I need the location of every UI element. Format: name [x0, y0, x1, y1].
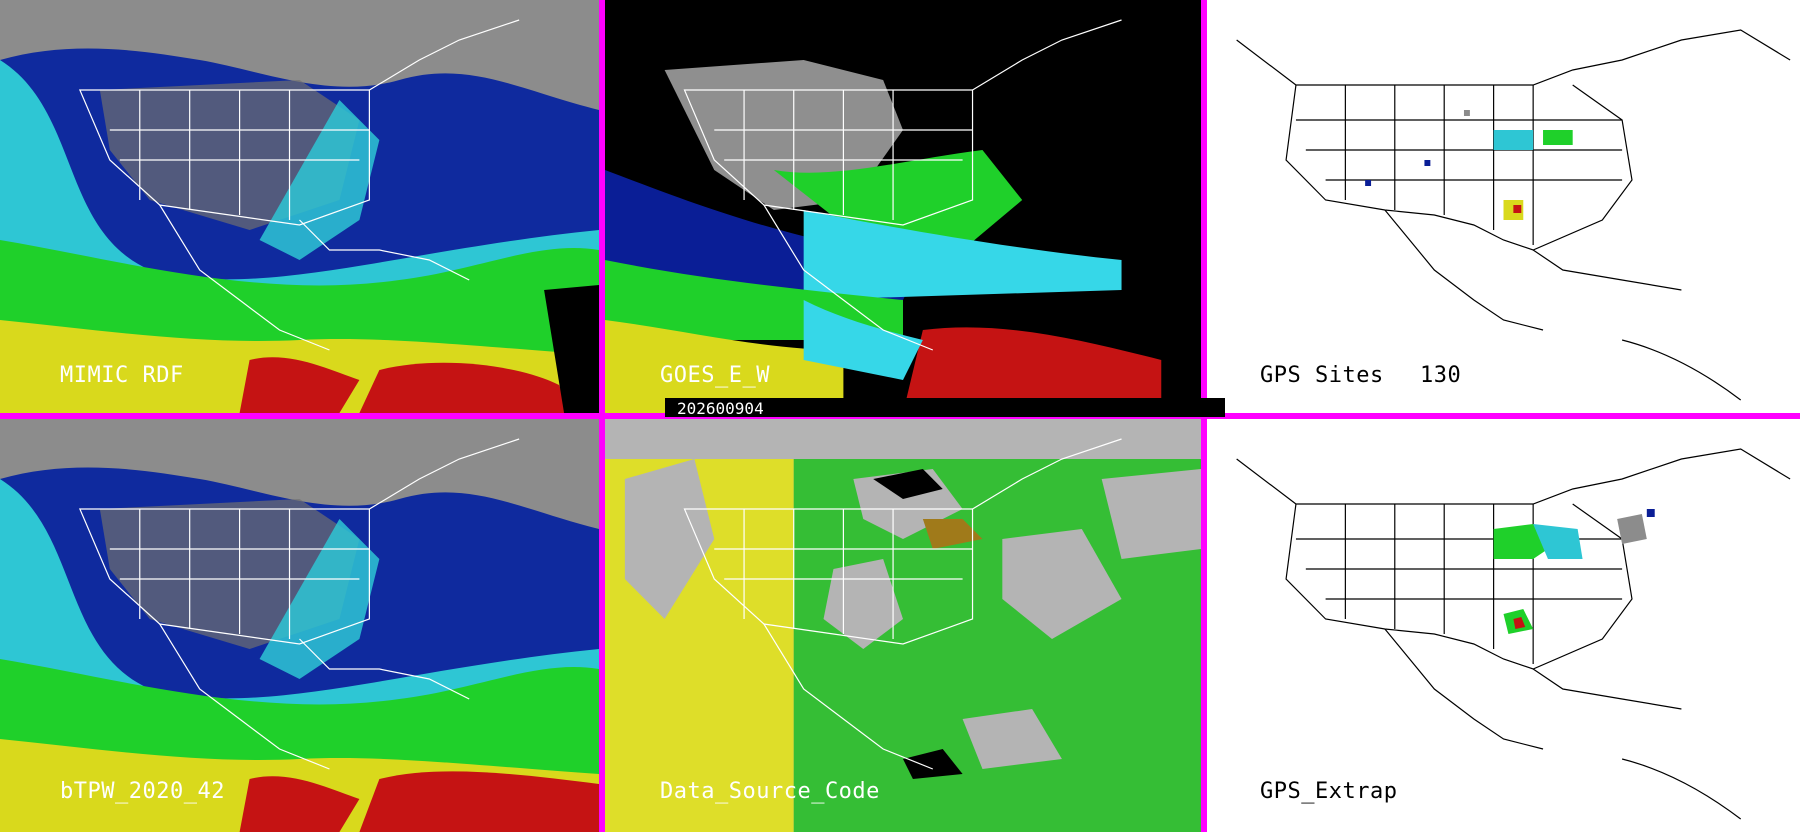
btpw-map-panel[interactable]: [0, 419, 599, 832]
goes-ew-map: [605, 0, 1201, 413]
gps-sites-map: [1207, 0, 1800, 413]
mimic-rdf-map-panel[interactable]: [0, 0, 599, 413]
gps-sites-count: 130: [1420, 363, 1462, 388]
gps-extrap-label: GPS_Extrap: [1260, 779, 1398, 804]
gps-sites-label: GPS Sites: [1260, 363, 1384, 388]
left-vertical-separator: [599, 0, 605, 832]
gps-extrap-map-panel[interactable]: [1207, 419, 1800, 832]
mimic-rdf-label: MIMIC RDF: [60, 363, 184, 388]
btpw-label: bTPW_2020_42: [60, 779, 225, 804]
data-source-code-label: Data_Source_Code: [660, 779, 880, 804]
goes-ew-map-panel[interactable]: [605, 0, 1201, 413]
gps-extrap-map: [1207, 419, 1800, 832]
goes-ew-label: GOES_E_W: [660, 363, 770, 388]
date-stamp: 202600904: [677, 399, 764, 418]
gps-sites-map-panel[interactable]: [1207, 0, 1800, 413]
data-source-code-map-panel[interactable]: [605, 419, 1201, 832]
btpw-map: [0, 419, 599, 832]
data-source-code-map: [605, 419, 1201, 832]
mimic-rdf-map: [0, 0, 599, 413]
date-bar: 202600904: [665, 398, 1225, 418]
